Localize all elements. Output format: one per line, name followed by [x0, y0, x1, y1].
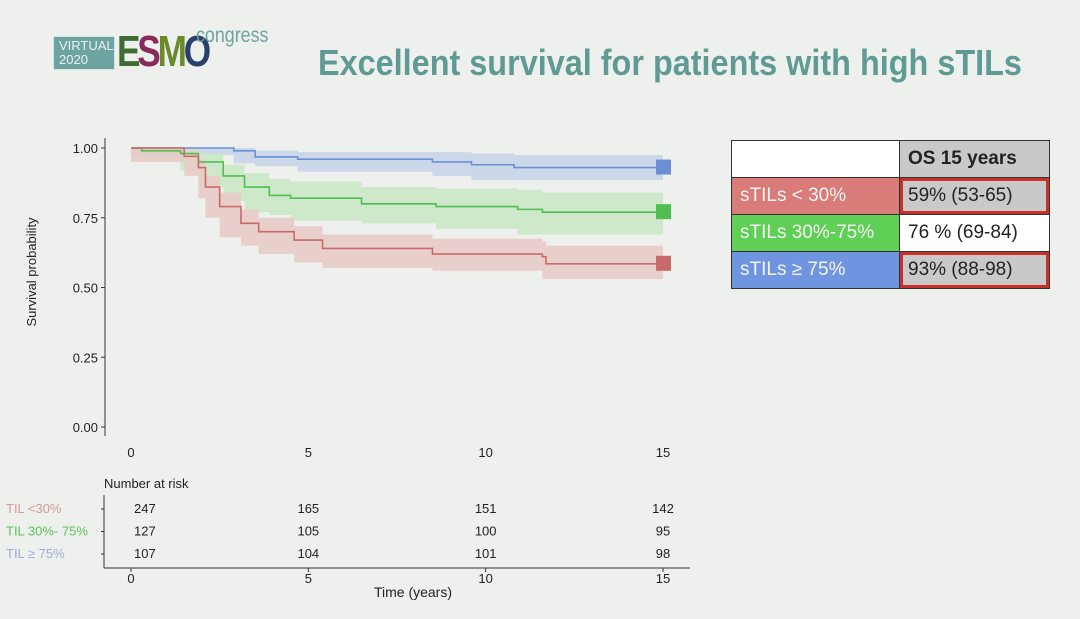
survival-curve-1 [131, 147, 663, 213]
logo-letter: E [117, 27, 141, 76]
risk-row-label: TIL <30% [6, 501, 62, 516]
os-row: sTILs 30%-75% 76 % (69-84) [731, 214, 1050, 252]
os-row-value: 93% (88-98) [899, 251, 1050, 289]
risk-value: 247 [134, 501, 156, 516]
end-marker-0 [656, 159, 671, 175]
y-tick-label: 1.00 [73, 141, 98, 156]
logo-letter: O [183, 27, 211, 76]
end-marker-1 [656, 204, 671, 220]
risk-row-label: TIL 30%- 75% [6, 524, 88, 539]
ci-band-2 [131, 148, 663, 280]
os-row-label: sTILs < 30% [731, 177, 900, 215]
slide-title: Excellent survival for patients with hig… [318, 42, 1022, 83]
logo-letter: S [137, 27, 161, 76]
risk-x-tick-label: 10 [478, 571, 492, 586]
os-header: OS 15 years [899, 140, 1050, 178]
os-row: sTILs < 30% 59% (53-65) [731, 177, 1050, 215]
y-tick-label: 0.00 [73, 420, 98, 435]
risk-value: 104 [297, 546, 319, 561]
logo-congress: congress [196, 24, 269, 47]
risk-table-title: Number at risk [104, 476, 189, 491]
logo-virtual-2020: VIRTUAL 2020 [53, 36, 115, 70]
risk-value: 151 [475, 501, 497, 516]
risk-value: 101 [475, 546, 497, 561]
survival-curve-2 [131, 147, 663, 265]
end-marker-2 [656, 255, 671, 271]
os-row-value: 59% (53-65) [899, 177, 1050, 215]
x-tick-label: 0 [127, 445, 134, 460]
survival-curve-0 [131, 147, 663, 169]
risk-value: 100 [475, 524, 497, 539]
risk-value: 142 [652, 501, 674, 516]
x-tick-label: 10 [478, 445, 492, 460]
empty-header-cell [731, 140, 900, 178]
x-axis-label: Time (years) [374, 584, 452, 600]
os-row: sTILs ≥ 75% 93% (88-98) [731, 251, 1050, 289]
risk-x-tick-label: 15 [656, 571, 670, 586]
risk-value: 105 [297, 524, 319, 539]
risk-row-label: TIL ≥ 75% [6, 546, 65, 561]
os-table: OS 15 years sTILs < 30% 59% (53-65) sTIL… [731, 140, 1050, 289]
x-tick-label: 5 [305, 445, 312, 460]
y-axis-label: Survival probability [24, 217, 39, 327]
risk-value: 127 [134, 524, 156, 539]
risk-value: 98 [656, 546, 670, 561]
y-tick-label: 0.75 [73, 211, 98, 226]
ci-band-1 [131, 148, 663, 235]
risk-value: 95 [656, 524, 670, 539]
x-tick-label: 15 [656, 445, 670, 460]
esmo-logo: ESMO [117, 27, 211, 76]
risk-value: 165 [297, 501, 319, 516]
risk-x-tick-label: 5 [305, 571, 312, 586]
logo-year: 2020 [59, 52, 88, 67]
logo-virtual: VIRTUAL [59, 38, 114, 53]
os-row-label: sTILs ≥ 75% [731, 251, 900, 289]
ci-band-0 [131, 148, 663, 181]
os-table-header: OS 15 years [731, 140, 1050, 178]
y-tick-label: 0.50 [73, 281, 98, 296]
risk-x-tick-label: 0 [127, 571, 134, 586]
logo-letter: M [157, 27, 187, 76]
os-row-label: sTILs 30%-75% [731, 214, 900, 252]
risk-value: 107 [134, 546, 156, 561]
y-tick-label: 0.25 [73, 350, 98, 365]
os-row-value: 76 % (69-84) [899, 214, 1050, 252]
